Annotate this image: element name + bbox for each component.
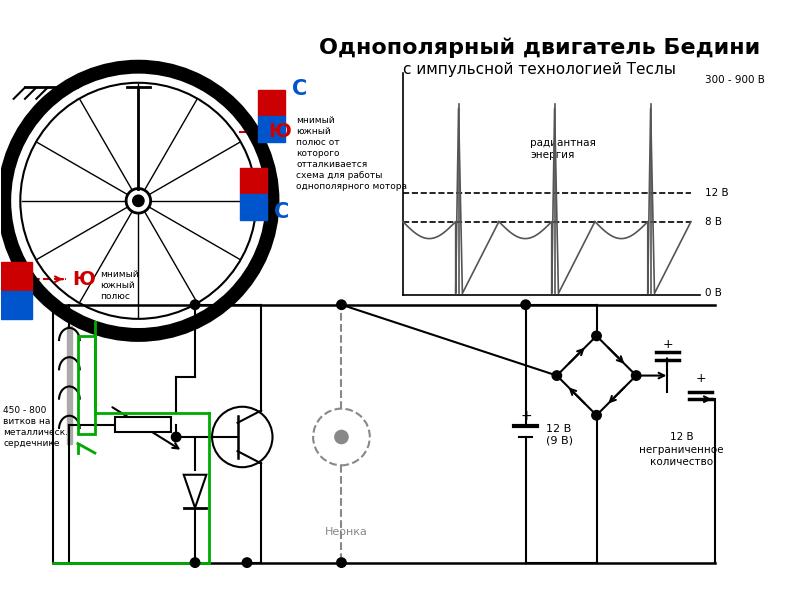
Text: радиантная
энергия: радиантная энергия	[530, 137, 596, 160]
Bar	[240, 194, 267, 220]
Circle shape	[521, 300, 530, 310]
Circle shape	[337, 300, 346, 310]
Text: Ю: Ю	[72, 270, 95, 289]
Bar	[2, 290, 32, 319]
Text: 12 В
(9 В): 12 В (9 В)	[546, 424, 574, 446]
Text: 12 В: 12 В	[705, 188, 729, 198]
Text: мнимый
южный
полюс от
которого
отталкивается
схема для работы
однополярного мото: мнимый южный полюс от которого отталкива…	[296, 116, 407, 191]
Text: +: +	[521, 409, 533, 423]
Text: С: С	[292, 79, 307, 99]
Bar	[2, 262, 32, 290]
Bar	[78, 336, 95, 434]
Circle shape	[133, 195, 144, 206]
Circle shape	[335, 430, 348, 443]
Text: 8 В: 8 В	[705, 217, 722, 227]
Text: с импульсной технологией Теслы: с импульсной технологией Теслы	[403, 62, 676, 77]
Text: Неонка: Неонка	[325, 527, 368, 537]
Circle shape	[212, 407, 273, 467]
Circle shape	[313, 409, 370, 466]
Circle shape	[171, 432, 181, 442]
Text: 450 - 800
витков на
металлическ.
сердечнике: 450 - 800 витков на металлическ. сердечн…	[3, 406, 68, 448]
Text: мнимый
южный
полюс: мнимый южный полюс	[101, 270, 139, 301]
Bar	[66, 326, 72, 443]
Text: Однополярный двигатель Бедини: Однополярный двигатель Бедини	[319, 37, 761, 58]
Circle shape	[592, 410, 602, 420]
Circle shape	[592, 331, 602, 341]
Circle shape	[631, 371, 641, 380]
Text: 0 В: 0 В	[705, 289, 722, 298]
Bar	[258, 90, 285, 116]
Circle shape	[337, 558, 346, 568]
Circle shape	[190, 558, 200, 568]
Text: Ю: Ю	[268, 122, 290, 142]
Bar	[258, 116, 285, 142]
Text: 12 В
неграниченное
количество: 12 В неграниченное количество	[639, 432, 724, 467]
Text: 300 - 900 В: 300 - 900 В	[705, 75, 765, 85]
Polygon shape	[184, 475, 206, 508]
Circle shape	[242, 558, 252, 568]
Text: С: С	[274, 202, 290, 222]
Bar	[114, 417, 171, 432]
Text: +: +	[662, 338, 674, 351]
Bar	[240, 168, 267, 194]
Circle shape	[552, 371, 562, 380]
Circle shape	[190, 300, 200, 310]
Text: +: +	[696, 372, 706, 385]
